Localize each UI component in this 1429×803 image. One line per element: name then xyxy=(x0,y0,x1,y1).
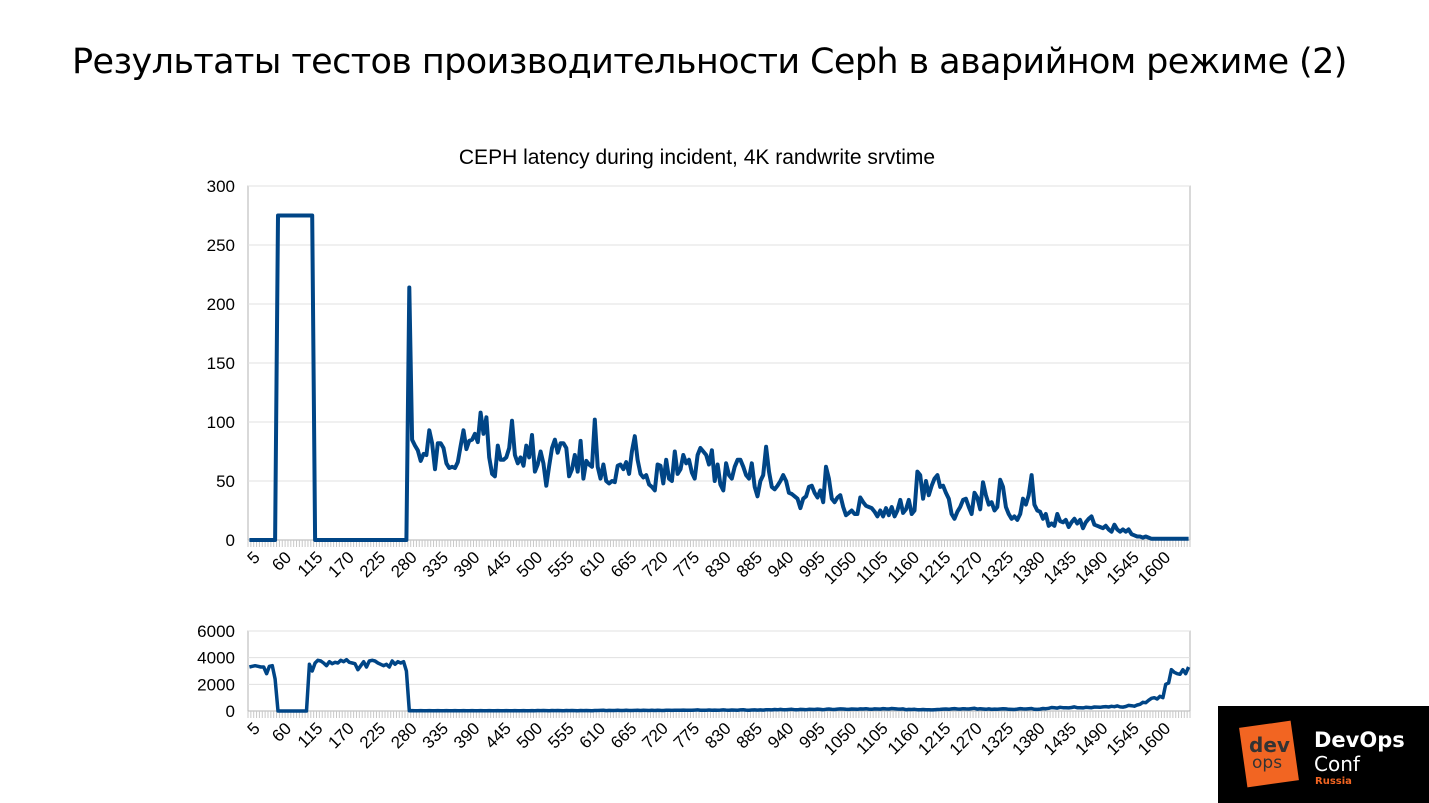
x-tick-label: 1160 xyxy=(884,548,923,587)
x-tick-label: 610 xyxy=(576,548,609,581)
x-tick-label: 5 xyxy=(244,548,264,568)
x-tick-label: 115 xyxy=(294,719,327,752)
x-tick-label: 115 xyxy=(294,548,327,581)
x-tick-label: 1490 xyxy=(1071,719,1111,759)
x-tick-label: 60 xyxy=(268,719,295,746)
chart-title: CEPH latency during incident, 4K randwri… xyxy=(459,146,935,169)
series-line xyxy=(249,213,1189,542)
x-tick-label: 1380 xyxy=(1009,719,1049,759)
y-tick-label: 6000 xyxy=(197,622,235,641)
x-tick-label: 1270 xyxy=(946,719,986,759)
y-tick-label: 250 xyxy=(207,236,235,255)
x-tick-label: 555 xyxy=(544,548,577,581)
x-tick-label: 170 xyxy=(324,719,357,752)
x-tick-label: 1600 xyxy=(1134,548,1174,588)
slide-title: Результаты тестов производительности Cep… xyxy=(72,42,1347,82)
devopsconf-logo: dev ops DevOps Conf Russia xyxy=(1218,706,1429,803)
y-tick-label: 4000 xyxy=(197,649,235,668)
x-tick-label: 885 xyxy=(733,719,766,752)
x-tick-label: 1325 xyxy=(977,548,1017,588)
y-tick-label: 100 xyxy=(207,413,235,432)
x-tick-label: 1215 xyxy=(914,719,954,759)
y-tick-label: 0 xyxy=(226,531,235,550)
plot-area xyxy=(247,630,1191,712)
x-tick-label: 885 xyxy=(733,548,766,581)
x-tick-label: 665 xyxy=(607,548,640,581)
x-tick-label: 830 xyxy=(701,719,734,752)
x-tick-label: 1105 xyxy=(852,548,891,587)
logo-dev: dev xyxy=(1249,733,1290,757)
y-tick-label: 2000 xyxy=(197,675,235,694)
latency-chart: 0 50 100 150 200 250 300 5 601151702252803353904… xyxy=(207,177,1191,588)
x-tick-label: 500 xyxy=(513,548,546,581)
x-tick-label: 335 xyxy=(419,719,452,752)
x-tick-label: 1050 xyxy=(820,548,860,588)
x-tick-label: 1380 xyxy=(1009,548,1049,588)
x-tick-label: 445 xyxy=(481,719,514,752)
x-tick-label: 5 xyxy=(244,719,264,739)
x-tick-label: 390 xyxy=(450,719,483,752)
x-tick-label: 1270 xyxy=(946,548,986,588)
x-tick-label: 720 xyxy=(638,719,671,752)
x-tick-label: 1435 xyxy=(1040,548,1080,588)
x-tick-label: 390 xyxy=(450,548,483,581)
x-tick-label: 1545 xyxy=(1103,548,1143,588)
x-tick-label: 1325 xyxy=(977,719,1017,759)
x-tick-label: 1160 xyxy=(884,719,923,758)
x-tick-label: 1050 xyxy=(820,719,860,759)
x-tick-label: 555 xyxy=(544,719,577,752)
x-tick-label: 775 xyxy=(670,548,703,581)
x-tick-label: 1215 xyxy=(914,548,954,588)
x-tick-label: 1600 xyxy=(1134,719,1174,759)
x-tick-label: 280 xyxy=(387,548,420,581)
y-tick-label: 150 xyxy=(207,354,235,373)
logo-region: Russia xyxy=(1315,776,1352,787)
y-tick-label: 200 xyxy=(207,295,235,314)
x-tick-label: 940 xyxy=(764,719,797,752)
series-line xyxy=(248,657,1191,713)
x-tick-label: 225 xyxy=(356,548,389,581)
x-tick-label: 830 xyxy=(701,548,734,581)
logo-ops: ops xyxy=(1252,753,1283,773)
x-tick-label: 665 xyxy=(607,719,640,752)
logo-brand-devops: DevOps xyxy=(1314,728,1405,752)
x-tick-label: 1435 xyxy=(1040,719,1080,759)
x-tick-label: 280 xyxy=(387,719,420,752)
y-tick-label: 0 xyxy=(226,702,235,721)
y-tick-label: 300 xyxy=(207,177,235,196)
x-tick-label: 1545 xyxy=(1103,719,1143,759)
x-tick-label: 225 xyxy=(356,719,389,752)
x-tick-label: 1490 xyxy=(1071,548,1111,588)
x-tick-label: 170 xyxy=(324,548,357,581)
x-tick-label: 500 xyxy=(513,719,546,752)
secondary-chart: 0 2000 4000 6000 5 60115170225280335390445500… xyxy=(197,622,1191,759)
x-tick-label: 1105 xyxy=(852,719,891,758)
x-tick-label: 335 xyxy=(419,548,452,581)
x-tick-label: 940 xyxy=(764,548,797,581)
x-tick-label: 720 xyxy=(638,548,671,581)
x-tick-label: 445 xyxy=(481,548,514,581)
y-tick-label: 50 xyxy=(216,472,235,491)
logo-brand-conf: Conf xyxy=(1314,752,1360,776)
x-tick-label: 610 xyxy=(576,719,609,752)
x-tick-label: 775 xyxy=(670,719,703,752)
x-tick-label: 60 xyxy=(268,548,295,575)
